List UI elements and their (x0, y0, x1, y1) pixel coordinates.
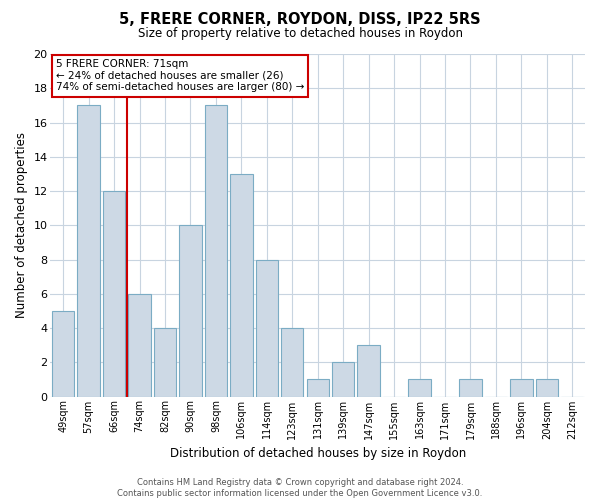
Bar (205, 106, 227, 397)
Y-axis label: Number of detached properties: Number of detached properties (15, 132, 28, 318)
X-axis label: Distribution of detached houses by size in Roydon: Distribution of detached houses by size … (170, 447, 466, 460)
Bar (52, 311, 74, 396)
Bar (307, 380, 329, 396)
Bar (459, 380, 482, 396)
Bar (510, 380, 533, 396)
Bar (409, 380, 431, 396)
Bar (103, 191, 125, 396)
Bar (332, 362, 355, 396)
Bar (230, 174, 253, 396)
Bar (154, 328, 176, 396)
Bar (256, 260, 278, 396)
Bar (128, 294, 151, 396)
Bar (536, 380, 558, 396)
Bar (179, 226, 202, 396)
Text: Contains HM Land Registry data © Crown copyright and database right 2024.
Contai: Contains HM Land Registry data © Crown c… (118, 478, 482, 498)
Text: 5 FRERE CORNER: 71sqm
← 24% of detached houses are smaller (26)
74% of semi-deta: 5 FRERE CORNER: 71sqm ← 24% of detached … (56, 59, 304, 92)
Bar (77, 106, 100, 397)
Bar (281, 328, 304, 396)
Bar (358, 345, 380, 397)
Text: Size of property relative to detached houses in Roydon: Size of property relative to detached ho… (137, 28, 463, 40)
Text: 5, FRERE CORNER, ROYDON, DISS, IP22 5RS: 5, FRERE CORNER, ROYDON, DISS, IP22 5RS (119, 12, 481, 28)
